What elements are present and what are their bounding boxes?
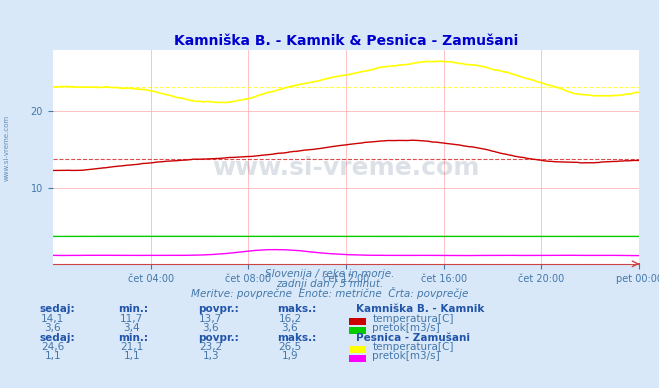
Text: temperatura[C]: temperatura[C] (372, 342, 454, 352)
Text: 13,7: 13,7 (199, 314, 223, 324)
Text: maks.:: maks.: (277, 333, 316, 343)
Text: 1,1: 1,1 (123, 350, 140, 360)
Text: Kamniška B. - Kamnik: Kamniška B. - Kamnik (356, 304, 484, 314)
Text: povpr.:: povpr.: (198, 333, 239, 343)
Text: povpr.:: povpr.: (198, 304, 239, 314)
Title: Kamniška B. - Kamnik & Pesnica - Zamušani: Kamniška B. - Kamnik & Pesnica - Zamušan… (174, 34, 518, 48)
Text: 11,7: 11,7 (120, 314, 144, 324)
Text: 14,1: 14,1 (41, 314, 65, 324)
Text: Meritve: povprečne  Enote: metrične  Črta: povprečje: Meritve: povprečne Enote: metrične Črta:… (191, 287, 468, 299)
Text: 26,5: 26,5 (278, 342, 302, 352)
Text: 24,6: 24,6 (41, 342, 65, 352)
Text: 3,4: 3,4 (123, 322, 140, 333)
Text: 1,9: 1,9 (281, 350, 299, 360)
Text: sedaj:: sedaj: (40, 304, 75, 314)
Text: www.si-vreme.com: www.si-vreme.com (3, 114, 10, 180)
Text: Pesnica - Zamušani: Pesnica - Zamušani (356, 333, 470, 343)
Text: 3,6: 3,6 (281, 322, 299, 333)
Text: 16,2: 16,2 (278, 314, 302, 324)
Text: www.si-vreme.com: www.si-vreme.com (212, 156, 480, 180)
Text: 1,1: 1,1 (44, 350, 61, 360)
Text: sedaj:: sedaj: (40, 333, 75, 343)
Text: 23,2: 23,2 (199, 342, 223, 352)
Text: 3,6: 3,6 (44, 322, 61, 333)
Text: temperatura[C]: temperatura[C] (372, 314, 454, 324)
Text: zadnji dan / 5 minut.: zadnji dan / 5 minut. (276, 279, 383, 289)
Text: min.:: min.: (119, 304, 149, 314)
Text: 1,3: 1,3 (202, 350, 219, 360)
Text: min.:: min.: (119, 333, 149, 343)
Text: Slovenija / reke in morje.: Slovenija / reke in morje. (265, 269, 394, 279)
Text: maks.:: maks.: (277, 304, 316, 314)
Text: pretok[m3/s]: pretok[m3/s] (372, 322, 440, 333)
Text: pretok[m3/s]: pretok[m3/s] (372, 350, 440, 360)
Text: 3,6: 3,6 (202, 322, 219, 333)
Text: 21,1: 21,1 (120, 342, 144, 352)
